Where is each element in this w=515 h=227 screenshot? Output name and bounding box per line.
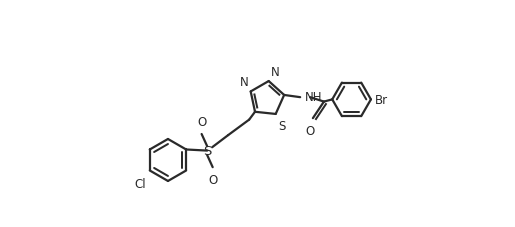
Text: N: N (271, 65, 280, 78)
Text: S: S (203, 144, 211, 157)
Text: N: N (239, 76, 248, 89)
Text: S: S (279, 120, 286, 133)
Text: O: O (197, 116, 206, 129)
Text: Cl: Cl (135, 177, 146, 190)
Text: Br: Br (375, 94, 388, 106)
Text: O: O (305, 124, 315, 137)
Text: O: O (208, 173, 217, 186)
Text: NH: NH (304, 91, 322, 104)
